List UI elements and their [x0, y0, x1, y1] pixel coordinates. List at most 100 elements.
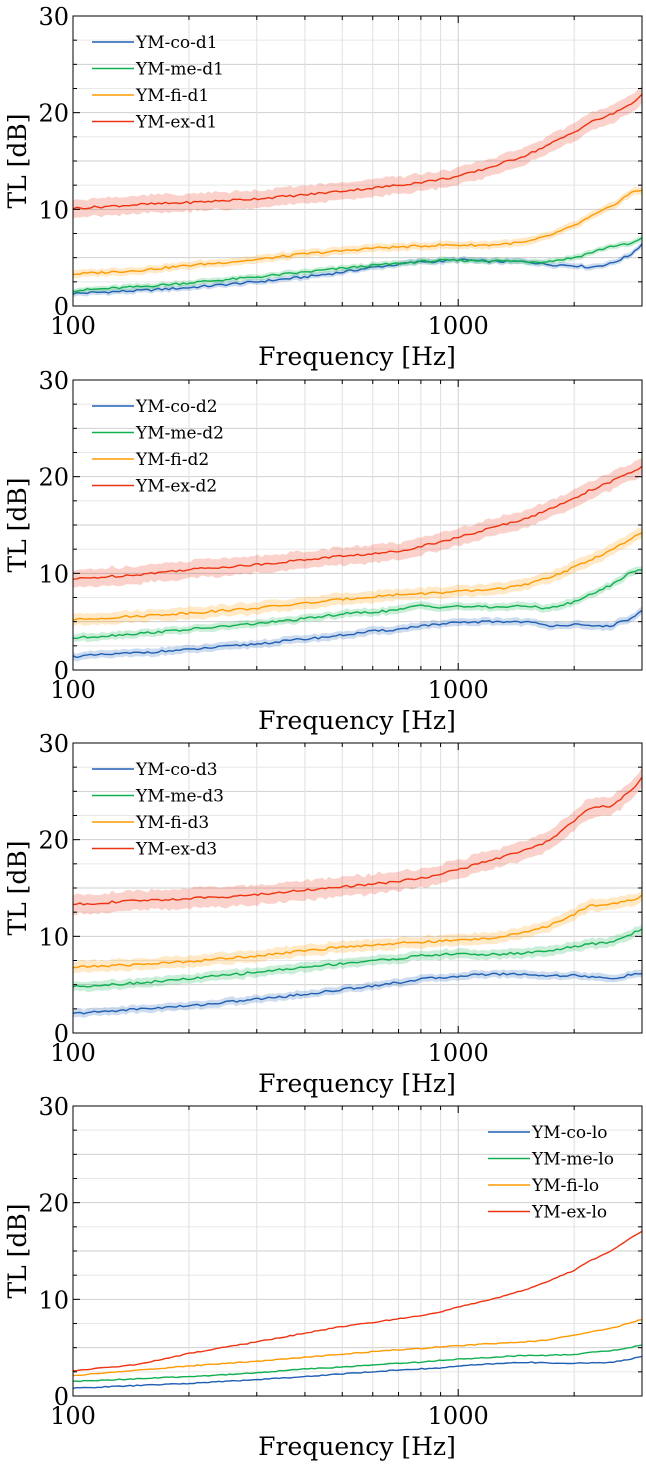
legend-label: YM-me-lo: [531, 1150, 614, 1170]
series-YM-co-d1: [72, 241, 643, 298]
y-tick-label: 30: [38, 367, 69, 395]
y-tick-label: 20: [38, 100, 69, 128]
confidence-band: [73, 969, 642, 1019]
y-tick-label: 20: [38, 827, 69, 855]
y-tick-label: 30: [38, 730, 69, 758]
legend-label: YM-co-d1: [135, 33, 218, 53]
series-YM-co-d2: [72, 606, 643, 662]
x-tick-label: 100: [50, 676, 96, 704]
series-YM-ex-lo: [72, 1230, 643, 1372]
legend-label: YM-ex-d2: [135, 477, 217, 497]
legend: YM-co-d2 YM-me-d2 YM-fi-d2 YM-ex-d2: [92, 397, 224, 497]
y-axis-label: TL [dB]: [3, 840, 32, 935]
y-axis-label: TL [dB]: [3, 477, 32, 572]
legend-label: YM-co-d2: [135, 397, 218, 417]
series-YM-me-d1: [72, 234, 643, 295]
legend-label: YM-ex-d3: [135, 840, 217, 860]
series-line: [72, 972, 643, 1015]
y-tick-label: 0: [54, 1020, 69, 1048]
y-tick-label: 30: [38, 1093, 69, 1121]
series-YM-me-d3: [72, 924, 643, 993]
series-YM-fi-lo: [72, 1319, 643, 1377]
x-tick-label: 100: [50, 1402, 96, 1430]
confidence-band: [73, 924, 642, 993]
series-line: [72, 928, 643, 988]
y-tick-label: 0: [54, 657, 69, 685]
series-line: [72, 609, 643, 659]
y-tick-label: 0: [54, 1383, 69, 1411]
x-tick-label: 1000: [428, 1039, 489, 1067]
x-axis-label: Frequency [Hz]: [258, 1432, 456, 1461]
series-YM-fi-d3: [72, 889, 643, 974]
series-line: [72, 894, 643, 969]
confidence-band: [73, 86, 642, 219]
series-YM-me-lo: [72, 1344, 643, 1383]
series-YM-fi-d2: [72, 527, 643, 627]
series-YM-co-d3: [72, 969, 643, 1019]
legend-label: YM-me-d3: [135, 787, 224, 807]
legend-label: YM-fi-d1: [135, 86, 209, 106]
series-YM-fi-d1: [72, 186, 643, 278]
series-line: [72, 237, 643, 293]
series-line: [72, 569, 642, 640]
y-tick-label: 10: [38, 196, 69, 224]
series-line: [72, 243, 643, 295]
legend-label: YM-co-lo: [531, 1123, 608, 1143]
ticks: [72, 1105, 643, 1397]
y-tick-label: 30: [38, 3, 69, 31]
legend-label: YM-fi-d2: [135, 450, 209, 470]
y-tick-label: 10: [38, 1286, 69, 1314]
x-tick-label: 1000: [428, 676, 489, 704]
series-line: [72, 1230, 643, 1372]
y-tick-label: 20: [38, 464, 69, 492]
ticks: [72, 15, 643, 307]
x-axis-label: Frequency [Hz]: [258, 342, 456, 371]
y-tick-label: 10: [38, 923, 69, 951]
y-tick-label: 10: [38, 560, 69, 588]
legend-label: YM-fi-d3: [135, 813, 209, 833]
y-axis-label: TL [dB]: [3, 1203, 32, 1298]
series-line: [72, 1319, 643, 1377]
x-tick-label: 1000: [428, 312, 489, 340]
series-YM-ex-d1: [72, 86, 643, 219]
series-YM-co-lo: [72, 1355, 643, 1390]
y-tick-label: 20: [38, 1190, 69, 1218]
legend: YM-co-d1 YM-me-d1 YM-fi-d1 YM-ex-d1: [92, 33, 224, 133]
y-tick-label: 0: [54, 293, 69, 321]
series-line: [72, 465, 643, 580]
series-line: [72, 1344, 643, 1383]
legend-label: YM-ex-d1: [135, 113, 217, 133]
series-YM-me-d2: [72, 566, 642, 642]
x-tick-label: 1000: [428, 1402, 489, 1430]
y-axis-label: TL [dB]: [3, 113, 32, 208]
series-line: [72, 776, 643, 906]
x-tick-label: 100: [50, 312, 96, 340]
legend-label: YM-co-d3: [135, 760, 218, 780]
grid: [72, 742, 643, 1034]
legend-label: YM-me-d2: [135, 424, 224, 444]
legend-label: YM-me-d1: [135, 60, 224, 80]
x-axis-label: Frequency [Hz]: [258, 706, 456, 735]
legend-label: YM-ex-lo: [531, 1203, 607, 1223]
legend: YM-co-d3 YM-me-d3 YM-fi-d3 YM-ex-d3: [92, 760, 224, 860]
legend-label: YM-fi-lo: [531, 1176, 599, 1196]
series-line: [72, 93, 643, 210]
series-line: [72, 1355, 643, 1390]
confidence-band: [73, 186, 642, 278]
confidence-band: [73, 241, 642, 298]
series-line: [72, 189, 643, 276]
series-YM-ex-d3: [72, 767, 643, 916]
legend: YM-co-lo YM-me-lo YM-fi-lo YM-ex-lo: [488, 1123, 614, 1223]
x-tick-label: 100: [50, 1039, 96, 1067]
series-line: [72, 532, 643, 621]
ticks: [72, 379, 643, 671]
x-axis-label: Frequency [Hz]: [258, 1069, 456, 1098]
confidence-band: [73, 234, 642, 295]
ticks: [72, 742, 643, 1034]
series-YM-ex-d2: [72, 458, 643, 588]
